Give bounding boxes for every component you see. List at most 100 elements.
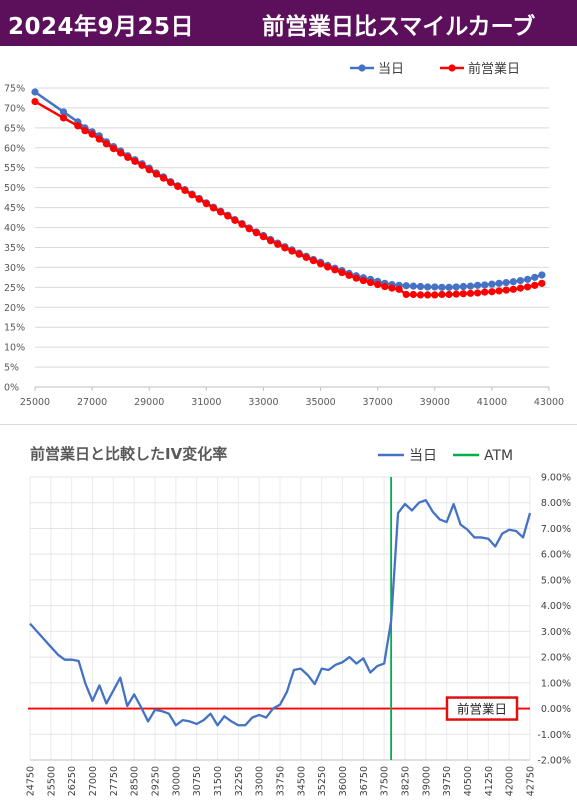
x-tick-label: 34500	[296, 766, 307, 796]
y-tick-label: 20%	[4, 303, 25, 314]
y-tick-label: 40%	[4, 223, 25, 234]
y-tick-label: 25%	[4, 283, 25, 294]
data-point-previous	[109, 144, 118, 153]
data-point-previous	[459, 290, 467, 298]
data-point-previous	[431, 291, 439, 299]
data-point-today	[431, 283, 439, 291]
y-tick-label: 3.00%	[541, 627, 571, 638]
data-point-today	[31, 88, 39, 96]
y-tick-label: -2.00%	[537, 756, 571, 767]
x-tick-label: 31500	[213, 766, 224, 796]
x-tick-label: 37000	[363, 397, 393, 408]
data-point-today	[481, 281, 489, 289]
data-point-previous	[495, 287, 503, 295]
x-tick-label: 30000	[171, 766, 182, 796]
data-point-today	[509, 278, 517, 286]
x-tick-label: 24750	[26, 766, 37, 796]
data-point-previous	[531, 281, 539, 289]
series-line-today	[29, 499, 532, 727]
data-point-previous	[352, 274, 360, 282]
data-point-today	[409, 282, 417, 290]
smile-curve-chart: 0% 5% 10% 15% 20% 25% 30% 35% 40% 45% 50% 55% 60% 65%…	[4, 61, 564, 408]
data-point-previous	[152, 170, 160, 178]
legend-label: ATM	[484, 448, 513, 464]
data-point-previous	[138, 161, 146, 169]
data-point-today	[466, 282, 475, 290]
header-date: 2024年9月25日	[8, 14, 195, 40]
y-tick-label: 6.00%	[541, 550, 571, 561]
x-tick-label: 29000	[134, 397, 164, 408]
data-point-today	[516, 276, 525, 285]
data-point-today	[495, 279, 503, 287]
data-point-previous	[281, 244, 289, 252]
data-point-previous	[231, 216, 239, 224]
data-point-previous	[174, 182, 182, 191]
y-tick-label: 0%	[4, 383, 19, 394]
chart-title: 前営業日と比較したIV変化率	[30, 445, 227, 463]
y-tick-label: 70%	[4, 103, 25, 114]
x-tick-label: 42750	[526, 766, 537, 796]
data-point-previous	[102, 140, 110, 148]
data-point-previous	[416, 291, 425, 299]
data-point-previous	[402, 290, 410, 299]
data-point-previous	[124, 153, 132, 161]
data-point-previous	[374, 280, 382, 289]
data-point-previous	[131, 157, 139, 165]
data-point-previous	[302, 253, 310, 262]
x-tick-label: 31000	[191, 397, 221, 408]
data-point-today	[445, 283, 453, 291]
y-tick-label: 75%	[4, 84, 25, 95]
data-point-previous	[381, 282, 389, 291]
series-line-previous	[34, 100, 543, 297]
x-tick-label: 27000	[77, 397, 107, 408]
x-tick-label: 33750	[276, 766, 287, 796]
data-point-previous	[331, 266, 339, 274]
y-tick-label: 30%	[4, 263, 25, 274]
data-point-previous	[452, 290, 460, 298]
x-tick-label: 41250	[484, 766, 495, 796]
legend-swatch-marker	[358, 64, 366, 72]
y-tick-label: 50%	[4, 183, 25, 194]
data-point-previous	[238, 220, 246, 228]
y-tick-label: 7.00%	[541, 524, 571, 535]
y-tick-label: 45%	[4, 203, 25, 214]
x-tick-label: 30750	[192, 766, 203, 796]
data-point-previous	[481, 288, 489, 296]
data-point-previous	[59, 114, 68, 122]
x-tick-label: 41000	[477, 397, 507, 408]
y-tick-label: 35%	[4, 243, 25, 254]
data-point-previous	[88, 130, 96, 138]
data-point-previous	[445, 290, 453, 299]
data-point-previous	[538, 279, 546, 287]
data-point-today	[474, 281, 482, 289]
data-point-previous	[295, 250, 303, 258]
data-point-today	[523, 275, 532, 283]
data-point-previous	[516, 284, 525, 292]
data-point-today	[459, 282, 467, 291]
data-point-previous	[466, 289, 475, 297]
x-tick-label: 26250	[67, 766, 78, 796]
x-tick-label: 39750	[442, 766, 453, 796]
data-point-previous	[167, 178, 175, 187]
x-tick-label: 38250	[401, 766, 412, 796]
y-tick-label: 0.00%	[541, 704, 571, 715]
x-tick-label: 25500	[46, 766, 57, 796]
x-tick-label: 39000	[421, 766, 432, 796]
data-point-previous	[366, 278, 375, 287]
data-point-today	[59, 108, 68, 116]
x-tick-label: 39000	[420, 397, 450, 408]
y-tick-label: 9.00%	[541, 473, 571, 484]
x-tick-label: 36750	[359, 766, 370, 796]
data-point-previous	[95, 135, 103, 143]
legend-label: 当日	[409, 448, 437, 464]
x-tick-label: 27750	[109, 766, 120, 796]
data-point-previous	[188, 191, 196, 199]
x-tick-label: 29250	[151, 766, 162, 796]
data-point-today	[438, 283, 446, 291]
y-tick-label: 1.00%	[541, 678, 571, 689]
iv-change-chart: 前営業日と比較したIV変化率 -2.00% -1.00% 0.00% 1.00% 2.00…	[26, 445, 572, 796]
y-tick-label: 4.00%	[541, 601, 571, 612]
data-point-previous	[202, 200, 210, 208]
legend-swatch-marker	[448, 64, 456, 72]
data-point-previous	[181, 186, 189, 195]
